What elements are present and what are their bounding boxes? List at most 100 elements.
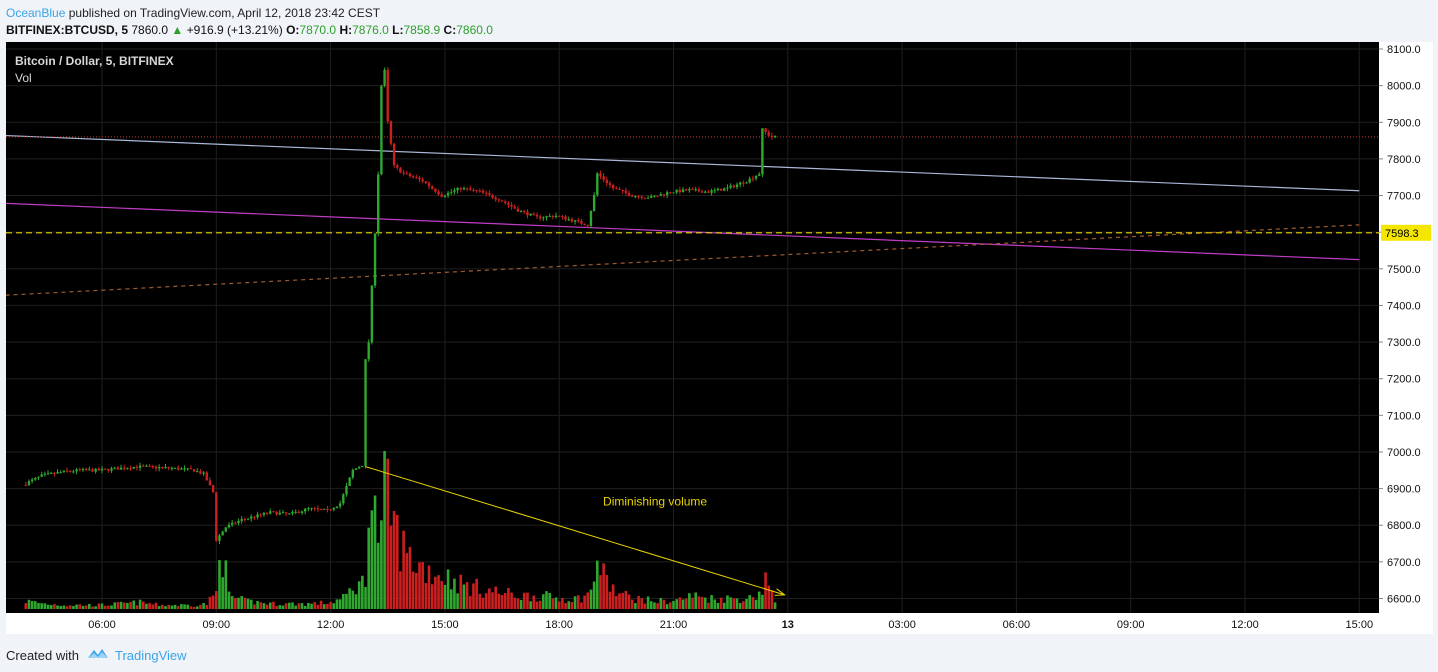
volume-bar: [586, 592, 590, 609]
candle-body: [627, 192, 631, 196]
candle-body: [364, 359, 367, 466]
candle-body: [164, 467, 167, 469]
volume-bar: [138, 599, 142, 609]
price-chart[interactable]: Diminishing volume 8100.0 8000.0 7900.0 780…: [0, 42, 1433, 634]
candle-body: [516, 208, 520, 212]
volume-bar: [764, 572, 767, 609]
price-axis[interactable]: 8100.08000.07900.07800.07700.07600.07500…: [1379, 44, 1431, 606]
volume-bar: [589, 589, 593, 609]
candle-body: [510, 204, 513, 207]
volume-bar: [265, 604, 269, 609]
volume-bar: [313, 602, 317, 609]
volume-bar: [122, 602, 126, 609]
price-tick-label: 6900.0: [1387, 484, 1421, 496]
volume-bar: [30, 601, 34, 609]
candle-body: [643, 197, 647, 199]
volume-bar: [186, 604, 190, 609]
volume-bar: [376, 542, 380, 609]
candle-body: [110, 468, 113, 471]
candle-body: [748, 178, 751, 183]
author-link[interactable]: OceanBlue: [6, 6, 66, 20]
candle-body: [624, 190, 628, 193]
volume-bar: [37, 603, 40, 609]
high-label: H:: [339, 23, 353, 37]
candle-body: [135, 466, 139, 468]
volume-bar: [354, 594, 358, 609]
candle-body: [377, 174, 380, 234]
volume-bar: [116, 602, 120, 609]
candle-body: [751, 178, 755, 180]
candle-body: [211, 485, 215, 493]
candle-body: [138, 465, 142, 468]
chart-background: [6, 42, 1379, 613]
volume-bar: [332, 603, 336, 609]
candle-body: [611, 185, 615, 189]
volume-bar: [557, 601, 561, 609]
volume-bar: [78, 604, 82, 609]
candle-body: [335, 506, 339, 509]
candle-body: [278, 512, 281, 515]
volume-bar: [218, 560, 221, 609]
candle-body: [357, 467, 361, 469]
volume-bar: [348, 588, 351, 609]
tradingview-link[interactable]: TradingView: [114, 647, 187, 663]
volume-bar: [627, 594, 631, 609]
candle-body: [119, 467, 123, 470]
candle-body: [434, 188, 437, 192]
candle-body: [726, 187, 729, 189]
candle-body: [50, 472, 53, 474]
volume-bars: [24, 450, 777, 609]
symbol-label: BITFINEX:BTCUSD, 5: [6, 23, 129, 37]
candle-body: [246, 518, 250, 520]
candle-body: [453, 190, 456, 192]
chart-title: Bitcoin / Dollar, 5, BITFINEX: [15, 54, 174, 68]
volume-bar: [392, 510, 396, 609]
volume-bar: [757, 591, 761, 609]
volume-bar: [221, 577, 224, 609]
volume-bar: [364, 586, 367, 609]
volume-bar: [113, 602, 116, 609]
candle-body: [53, 472, 56, 474]
volume-bar: [411, 571, 415, 609]
candle-body: [742, 182, 745, 184]
volume-bar: [634, 603, 637, 609]
time-axis[interactable]: 06:00 09:00 12:00 15:00 18:00 21:00 13 03:00 06:…: [88, 619, 1373, 631]
volume-bar: [399, 571, 402, 609]
volume-bar: [335, 599, 339, 609]
time-tick-label: 03:00: [888, 619, 916, 631]
volume-bar: [618, 593, 621, 609]
volume-bar: [729, 597, 732, 609]
volume-bar: [427, 565, 431, 609]
candle-body: [754, 175, 758, 179]
volume-bar: [310, 603, 313, 609]
time-tick-label: 06:00: [1003, 619, 1031, 631]
candle-body: [570, 219, 574, 222]
volume-bar: [405, 553, 409, 609]
candle-body: [418, 177, 421, 180]
candle-body: [389, 121, 393, 144]
volume-bar: [469, 596, 472, 609]
price-label-box: [1381, 224, 1431, 241]
volume-bar: [751, 597, 755, 609]
volume-bar: [529, 601, 532, 609]
candle-body: [129, 468, 132, 470]
volume-bar: [472, 583, 475, 609]
low-label: L:: [392, 23, 404, 37]
volume-bar: [697, 596, 701, 609]
candle-body: [123, 467, 126, 469]
candle-body: [675, 189, 678, 193]
candle-body: [170, 468, 174, 470]
volume-bar: [665, 604, 669, 609]
candle-body: [281, 512, 285, 514]
candle-body: [621, 189, 624, 191]
volume-bar: [767, 585, 771, 609]
volume-bar: [748, 595, 751, 609]
candle-body: [46, 473, 50, 475]
chart-container[interactable]: Diminishing volume 8100.0 8000.0 7900.0 780…: [0, 42, 1433, 634]
upper-trendline: [0, 134, 1360, 192]
candle-body: [24, 484, 27, 486]
volume-bar: [672, 601, 675, 609]
candle-body: [43, 473, 47, 475]
candle-body: [103, 468, 107, 470]
price-tick-label: 7000.0: [1387, 447, 1421, 459]
